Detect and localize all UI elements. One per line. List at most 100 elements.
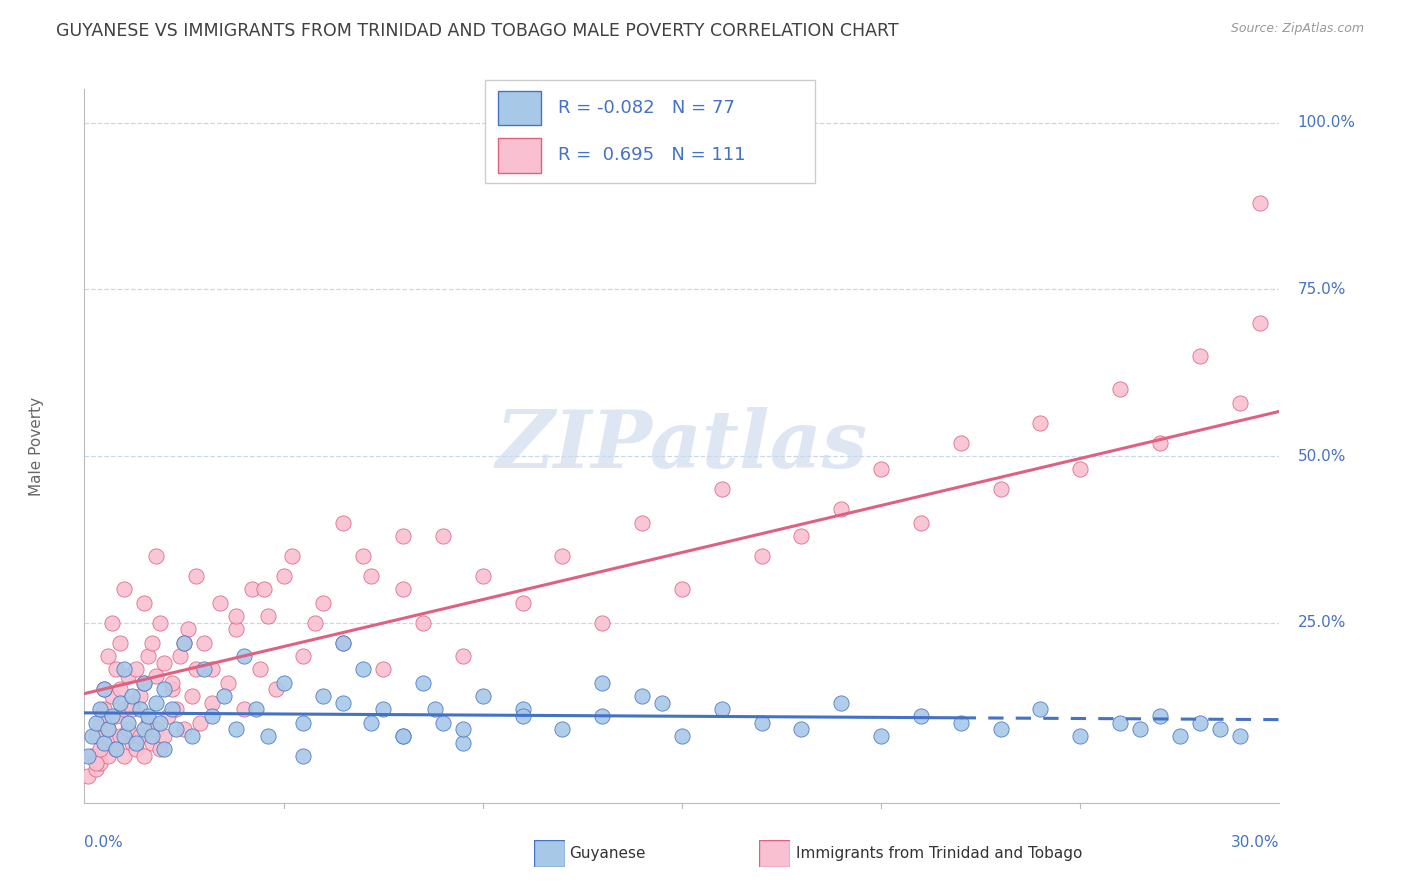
Point — [392, 729, 415, 743]
Point — [292, 715, 315, 730]
Point — [82, 729, 104, 743]
Point — [132, 596, 156, 610]
Point — [201, 696, 224, 710]
Point — [145, 696, 167, 710]
Point — [93, 736, 115, 750]
Point — [173, 636, 195, 650]
Point — [225, 723, 247, 737]
Point — [201, 662, 224, 676]
Point — [471, 689, 494, 703]
Point — [193, 662, 215, 676]
Point — [225, 623, 247, 637]
Point — [136, 715, 159, 730]
Point — [97, 723, 120, 737]
Point — [112, 702, 135, 716]
Point — [371, 702, 394, 716]
Point — [360, 715, 382, 730]
Point — [136, 709, 159, 723]
Point — [312, 596, 335, 610]
Point — [125, 736, 148, 750]
Point — [105, 742, 128, 756]
Point — [149, 615, 172, 630]
Point — [1149, 435, 1171, 450]
Point — [173, 636, 195, 650]
Point — [352, 549, 374, 563]
Point — [112, 749, 135, 764]
Point — [371, 662, 394, 676]
Point — [89, 742, 111, 756]
Point — [1029, 702, 1052, 716]
Point — [990, 723, 1012, 737]
Point — [136, 649, 159, 664]
Point — [184, 662, 207, 676]
Point — [89, 702, 111, 716]
Point — [1168, 729, 1191, 743]
Point — [870, 729, 893, 743]
Point — [1229, 729, 1251, 743]
Point — [153, 682, 176, 697]
Point — [141, 729, 163, 743]
Bar — [498, 91, 541, 126]
Point — [145, 723, 167, 737]
Point — [1188, 349, 1211, 363]
Point — [201, 709, 224, 723]
Point — [432, 715, 454, 730]
Point — [710, 702, 733, 716]
Point — [160, 702, 183, 716]
Point — [193, 636, 215, 650]
Point — [117, 723, 139, 737]
Point — [125, 742, 148, 756]
Point — [949, 435, 972, 450]
Point — [471, 569, 494, 583]
Point — [1149, 709, 1171, 723]
Point — [160, 682, 183, 697]
Point — [332, 636, 354, 650]
Point — [145, 669, 167, 683]
Point — [121, 736, 143, 750]
Point — [180, 729, 202, 743]
Point — [412, 675, 434, 690]
Point — [93, 682, 115, 697]
Point — [141, 736, 163, 750]
Text: Guyanese: Guyanese — [569, 847, 645, 861]
Point — [332, 516, 354, 530]
Point — [870, 462, 893, 476]
Point — [245, 702, 267, 716]
Point — [551, 723, 574, 737]
Point — [1069, 462, 1091, 476]
Point — [412, 615, 434, 630]
Point — [112, 582, 135, 597]
Point — [1029, 416, 1052, 430]
Point — [129, 729, 152, 743]
Point — [256, 729, 278, 743]
Text: 30.0%: 30.0% — [1232, 836, 1279, 850]
Point — [225, 609, 247, 624]
Point — [790, 529, 813, 543]
Point — [591, 615, 613, 630]
Point — [153, 729, 176, 743]
Point — [93, 742, 115, 756]
Point — [110, 636, 132, 650]
Point — [551, 549, 574, 563]
Point — [273, 675, 295, 690]
Point — [184, 569, 207, 583]
Point — [292, 749, 315, 764]
Point — [117, 715, 139, 730]
Point — [710, 483, 733, 497]
Point — [1069, 729, 1091, 743]
Bar — [498, 137, 541, 173]
Point — [1109, 382, 1132, 396]
Point — [671, 729, 693, 743]
Text: 25.0%: 25.0% — [1298, 615, 1346, 631]
Text: 50.0%: 50.0% — [1298, 449, 1346, 464]
Point — [1188, 715, 1211, 730]
Point — [86, 729, 108, 743]
Point — [591, 675, 613, 690]
Point — [392, 529, 415, 543]
Point — [423, 702, 446, 716]
Point — [910, 516, 932, 530]
Point — [93, 702, 115, 716]
Text: 75.0%: 75.0% — [1298, 282, 1346, 297]
Point — [208, 596, 231, 610]
Point — [132, 749, 156, 764]
